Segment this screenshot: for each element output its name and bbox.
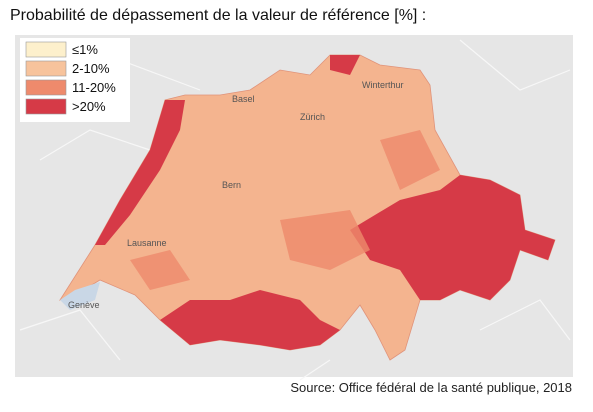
- source: Source: Office fédéral de la santé publi…: [290, 380, 572, 395]
- legend-swatch: [25, 79, 67, 96]
- high-zones: [95, 55, 555, 350]
- legend-swatch: [25, 98, 67, 115]
- legend-swatch: [25, 60, 67, 77]
- title: Probabilité de dépassement de la valeur …: [10, 7, 426, 24]
- city-label: Lausanne: [127, 238, 167, 248]
- legend-label: >20%: [72, 99, 106, 114]
- lake-geneva: [60, 282, 100, 310]
- medium-zones: [130, 130, 440, 290]
- city-label: Zürich: [300, 112, 325, 122]
- city-label: Bern: [222, 180, 241, 190]
- legend-swatch: [25, 41, 67, 58]
- city-label: Basel: [232, 94, 255, 104]
- city-label: Winterthur: [362, 80, 404, 90]
- legend-label: 2-10%: [72, 61, 110, 76]
- city-label: Genève: [68, 300, 100, 310]
- legend-label: ≤1%: [72, 42, 98, 57]
- legend-label: 11-20%: [72, 80, 116, 95]
